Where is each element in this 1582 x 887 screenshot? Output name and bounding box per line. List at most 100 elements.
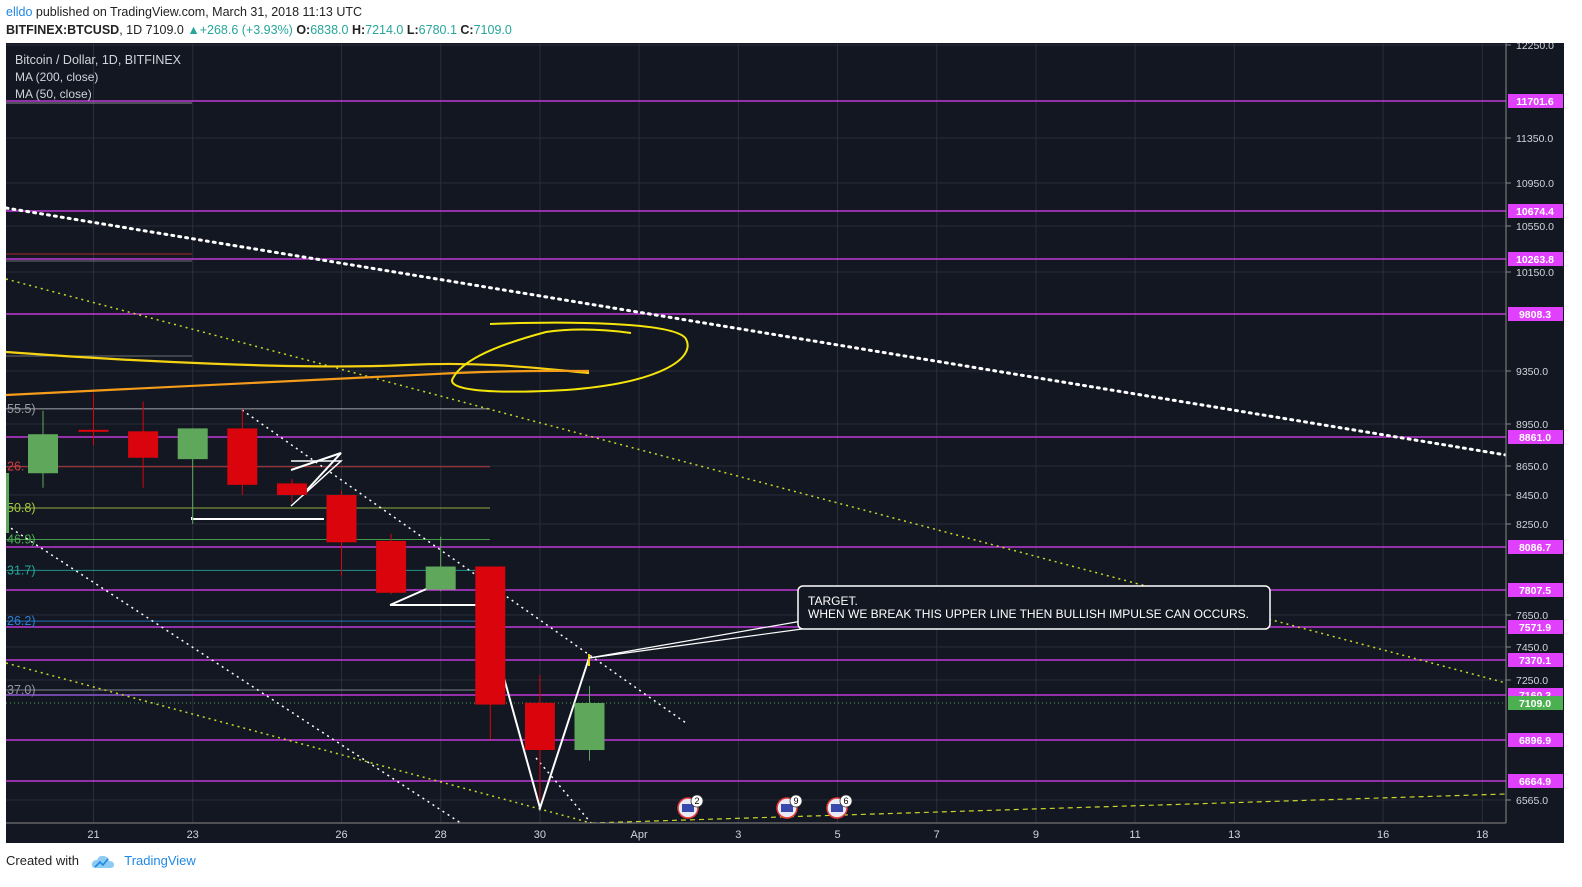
candle-body-7 bbox=[425, 566, 456, 590]
published-text: published on TradingView.com, March 31, … bbox=[32, 5, 363, 19]
price-tick-label-10550.0: 10550.0 bbox=[1516, 221, 1554, 233]
candle-body-0 bbox=[78, 429, 109, 432]
white-dotted-trendline bbox=[4, 206, 1508, 457]
candle-body-5 bbox=[326, 495, 357, 543]
chart-overlay: 2 9 6 bbox=[677, 794, 853, 819]
level-label-8086.7: 8086.7 bbox=[1519, 542, 1551, 554]
up-arrow-icon: ▲ bbox=[187, 23, 200, 37]
level-label-6896.9: 6896.9 bbox=[1519, 735, 1551, 747]
level-label-bg-6664.9 bbox=[1508, 774, 1563, 788]
candle-body-1 bbox=[128, 431, 159, 458]
close-value: 7109.0 bbox=[473, 23, 512, 37]
symbol-name[interactable]: BITFINEX:BTCUSD bbox=[6, 23, 120, 37]
yellow-dotted-trendline bbox=[5, 278, 1507, 684]
time-tick-3: 3 bbox=[735, 829, 741, 841]
candle-body-8 bbox=[475, 566, 506, 705]
level-label-bg-9808.3 bbox=[1508, 307, 1563, 321]
candles bbox=[6, 393, 605, 801]
time-tick-9: 9 bbox=[1033, 829, 1039, 841]
annotation-line1: TARGET. bbox=[808, 594, 858, 608]
level-label-bg-11701.6 bbox=[1508, 94, 1563, 108]
time-axis-bg bbox=[6, 823, 1564, 843]
level-label-7807.5: 7807.5 bbox=[1519, 585, 1551, 597]
event-count-2: 6 bbox=[843, 796, 848, 806]
channel-lower bbox=[5, 524, 477, 834]
time-tick-21: 21 bbox=[87, 829, 99, 841]
annotation-line2: WHEN WE BREAK THIS UPPER LINE THEN BULLI… bbox=[808, 607, 1249, 621]
price-tick-label-9350.0: 9350.0 bbox=[1516, 366, 1548, 378]
price-tick-label-11350.0: 11350.0 bbox=[1516, 133, 1553, 145]
open-value: 6838.0 bbox=[310, 23, 349, 37]
target-annotation[interactable]: TARGET. WHEN WE BREAK THIS UPPER LINE TH… bbox=[797, 585, 1271, 630]
yellow-dotted-lower bbox=[5, 662, 592, 824]
author-link[interactable]: elldo bbox=[6, 5, 33, 19]
chart-area[interactable]: 55.5) 26. 50.8) 46.9) 31.7) 26.2) 37.0) 2 9 6 Bi… bbox=[4, 40, 1564, 843]
level-label-7370.1: 7370.1 bbox=[1519, 655, 1551, 667]
time-tick-23: 23 bbox=[187, 829, 199, 841]
axes: 12250.011350.010950.010550.010150.09350.… bbox=[6, 40, 1564, 843]
level-label-bg-7370.1 bbox=[1508, 653, 1563, 667]
fib-label-6: 37.0) bbox=[7, 683, 36, 697]
price-tick-label-8250.0: 8250.0 bbox=[1516, 519, 1548, 531]
event-flag-fill-0 bbox=[682, 804, 694, 812]
level-label-8861.0: 8861.0 bbox=[1519, 432, 1551, 444]
publish-header: elldo published on TradingView.com, Marc… bbox=[6, 3, 362, 21]
channel-lower-2 bbox=[535, 757, 592, 824]
callout-line-2 bbox=[588, 628, 803, 659]
price-tick-label-8650.0: 8650.0 bbox=[1516, 461, 1548, 473]
price-tick-label-8950.0: 8950.0 bbox=[1516, 419, 1548, 431]
time-tick-26: 26 bbox=[335, 829, 347, 841]
high-value: 7214.0 bbox=[365, 23, 404, 37]
level-label-11701.6: 11701.6 bbox=[1516, 96, 1554, 108]
price-tick-label-8450.0: 8450.0 bbox=[1516, 490, 1548, 502]
white-zig-2 bbox=[290, 460, 343, 507]
tradingview-link[interactable]: TradingView bbox=[124, 853, 196, 868]
time-tick-7: 7 bbox=[934, 829, 940, 841]
time-tick-5: 5 bbox=[834, 829, 840, 841]
price-tick-label-7250.0: 7250.0 bbox=[1516, 675, 1548, 687]
legend-ma200[interactable]: MA (200, close) bbox=[15, 70, 98, 84]
fib-label-2: 50.8) bbox=[7, 501, 36, 515]
time-tick-28: 28 bbox=[435, 829, 447, 841]
white-zig-1 bbox=[290, 452, 342, 492]
candle-sliver bbox=[6, 473, 9, 533]
chart-background bbox=[6, 43, 1564, 843]
ma50-line bbox=[5, 350, 590, 375]
event-count-0: 2 bbox=[694, 796, 699, 806]
time-tick-11: 11 bbox=[1129, 829, 1140, 841]
level-label-7571.9: 7571.9 bbox=[1519, 622, 1551, 634]
event-flag-fill-2 bbox=[831, 804, 843, 812]
level-label-10674.4: 10674.4 bbox=[1516, 206, 1554, 218]
fib-label-4: 31.7) bbox=[7, 563, 36, 577]
time-tick-30: 30 bbox=[534, 829, 546, 841]
legend-ma50[interactable]: MA (50, close) bbox=[15, 87, 92, 101]
level-label-9808.3: 9808.3 bbox=[1519, 309, 1551, 321]
time-tick-Apr: Apr bbox=[631, 829, 648, 841]
price-tick-label-7450.0: 7450.0 bbox=[1516, 642, 1548, 654]
fib-label-1: 26. bbox=[7, 460, 24, 474]
price-chart[interactable]: 55.5) 26. 50.8) 46.9) 31.7) 26.2) 37.0) 2 9 6 Bi… bbox=[4, 40, 1564, 843]
level-label-bg-8861.0 bbox=[1508, 430, 1563, 444]
time-tick-16: 16 bbox=[1377, 829, 1389, 841]
fib-label-3: 46.9) bbox=[7, 532, 36, 546]
event-count-bg-2 bbox=[839, 794, 853, 808]
open-label: O: bbox=[296, 23, 311, 37]
tradingview-cloud-icon bbox=[91, 855, 114, 868]
candle-body-6 bbox=[376, 540, 407, 593]
level-label-bg-10263.8 bbox=[1508, 252, 1563, 266]
annotation-box bbox=[797, 585, 1271, 630]
level-label-bg-8086.7 bbox=[1508, 540, 1563, 554]
price-tick-label-12250.0: 12250.0 bbox=[1516, 43, 1554, 52]
fib-label-5: 26.2) bbox=[7, 614, 36, 628]
interval[interactable]: 1D bbox=[126, 23, 143, 37]
candle-body-2 bbox=[177, 428, 208, 460]
price-tick-label-6565.0: 6565.0 bbox=[1516, 795, 1548, 807]
legend-title: Bitcoin / Dollar, 1D, BITFINEX bbox=[15, 53, 182, 67]
fib-label-0: 55.5) bbox=[7, 402, 36, 416]
footer: Created with TradingView bbox=[6, 852, 196, 870]
level-label-bg-7807.5 bbox=[1508, 583, 1563, 597]
time-tick-18: 18 bbox=[1476, 829, 1488, 841]
level-label-bg-10674.4 bbox=[1508, 204, 1563, 218]
ohlc-values: O:6838.0 H:7214.0 L:6780.1 C:7109.0 bbox=[296, 23, 512, 37]
created-with-text: Created with bbox=[6, 853, 79, 868]
